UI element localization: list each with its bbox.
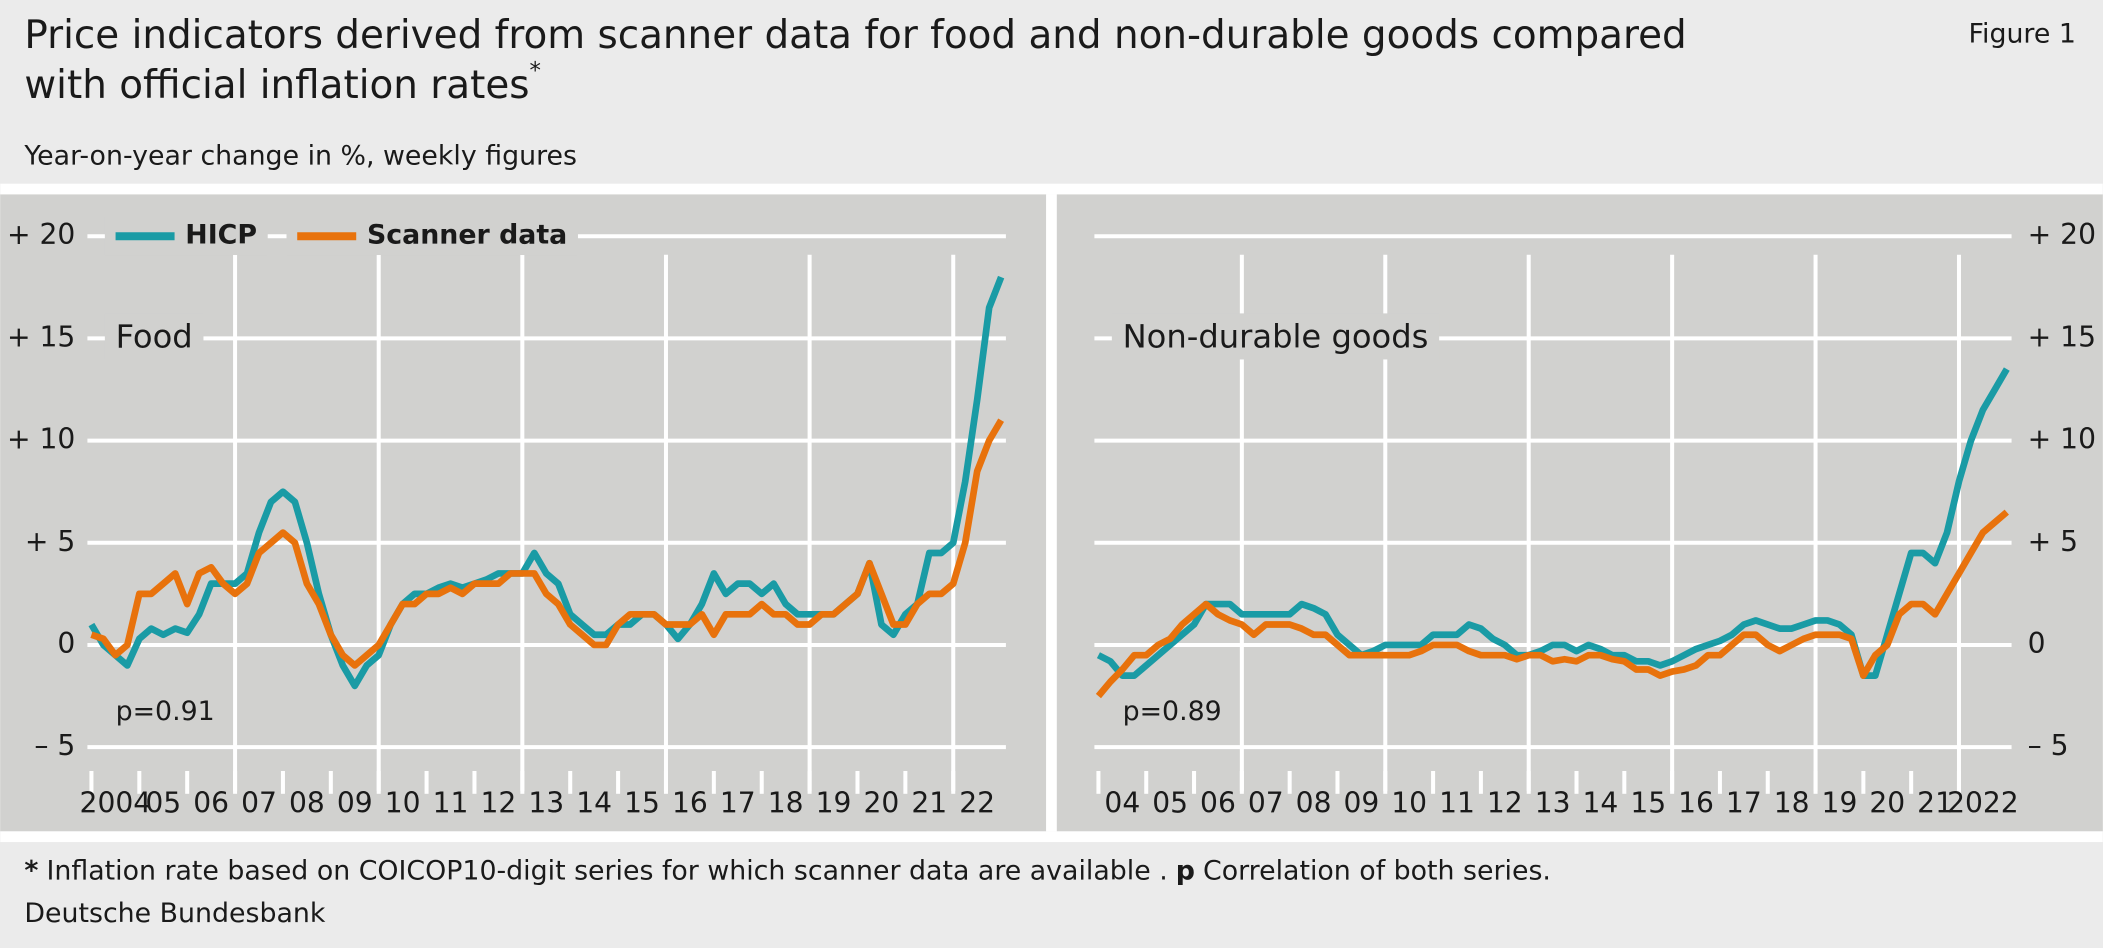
x-tick-label: 09 [337,787,373,820]
x-tick-label: 10 [1391,787,1427,820]
x-tick-label: 12 [480,787,516,820]
label-background [1111,313,1440,360]
y-tick-label: – 5 [2028,729,2069,762]
footnote: * Inflation rate based on COICOP10-digit … [24,855,1551,886]
x-tick-label: 22 [959,787,995,820]
panel-label: Food [116,317,193,355]
y-tick-label: 0 [57,627,75,660]
series-line [1095,509,2009,699]
x-tick-label: 17 [720,787,756,820]
plots: – 5 0 + 5 + 10 + 15 + 20 20 04 05 06 07 08 09 10 11 12 1… [7,217,2096,820]
x-tick-label: 05 [1152,787,1188,820]
source: Deutsche Bundesbank [24,898,326,929]
y-tick-label: 0 [2028,627,2046,660]
x-tick-label: 14 [1583,787,1619,820]
x-tick-label: 19 [1822,787,1858,820]
subtitle: Year-on-year change in %, weekly figures [23,140,577,171]
title-mark: * [530,58,541,84]
x-tick-label: 16 [672,787,708,820]
x-tick-label: 15 [1630,787,1666,820]
y-tick-label: – 5 [34,729,75,762]
y-tick-label: + 5 [25,525,75,558]
annotation: p=0.91 [116,696,215,727]
legend-label: HICP [185,220,257,251]
y-tick-label: + 10 [2028,423,2096,456]
title-text: with official inflation rates [24,63,529,108]
x-tick-label: 07 [1248,787,1284,820]
panel [1056,194,2103,832]
x-tick-label: 15 [624,787,660,820]
note-text: Inflation rate based on COICOP10-digit s… [46,855,1167,886]
x-tick-label: 11 [433,787,469,820]
corr-text: Correlation of both series. [1203,855,1551,886]
x-tick-label: 20 [864,787,900,820]
y-tick-label: + 10 [7,423,75,456]
x-tick-label: 09 [1343,787,1379,820]
y-tick-label: + 20 [2028,218,2096,251]
x-tick-label: 06 [1200,787,1236,820]
y-tick-label: + 15 [2028,320,2096,353]
x-tick-label: 10 [385,787,421,820]
separator [1046,194,1057,832]
x-tick-label: 20 [1869,787,1905,820]
x-tick-label: 19 [816,787,852,820]
plot: – 5 0 + 5 + 10 + 15 + 20 04 05 06 07 08 09 10 11 12 13 1… [1094,218,2096,820]
x-tick-label: 18 [1774,787,1810,820]
x-tick-label: 17 [1726,787,1762,820]
x-tick-label: 07 [241,787,277,820]
y-tick-label: + 20 [7,218,75,251]
x-tick-label: 21 [1917,787,1953,820]
figure-label: Figure 1 [1969,18,2076,49]
x-tick-label: 06 [193,787,229,820]
x-tick-label: 11 [1439,787,1475,820]
x-tick-label: 13 [1535,787,1571,820]
corr-mark: p [1176,855,1195,886]
label-background [104,313,204,360]
x-tick-label: 18 [768,787,804,820]
y-tick-label: + 15 [7,320,75,353]
x-tick-label: 2022 [1947,787,2019,820]
x-tick-label: 08 [289,787,325,820]
legend-label: Scanner data [367,220,567,251]
separator [0,183,2103,195]
x-tick-label: 16 [1678,787,1714,820]
x-tick-label: 21 [911,787,947,820]
x-tick-label: 05 [145,787,181,820]
x-tick-label: 13 [528,787,564,820]
note-mark: * [24,855,38,886]
panel-label: Non-durable goods [1123,317,1429,355]
x-tick-label: 14 [576,787,612,820]
annotation: p=0.89 [1123,696,1222,727]
y-tick-label: + 5 [2028,525,2078,558]
separator [0,831,2103,843]
series-line [90,418,1005,669]
title-line: Price indicators derived from scanner da… [24,13,1686,58]
x-tick-label: 04 [1104,787,1140,820]
x-tick-label: 08 [1296,787,1332,820]
title-line: with official inflation rates* [24,58,541,108]
x-tick-label: 12 [1487,787,1523,820]
